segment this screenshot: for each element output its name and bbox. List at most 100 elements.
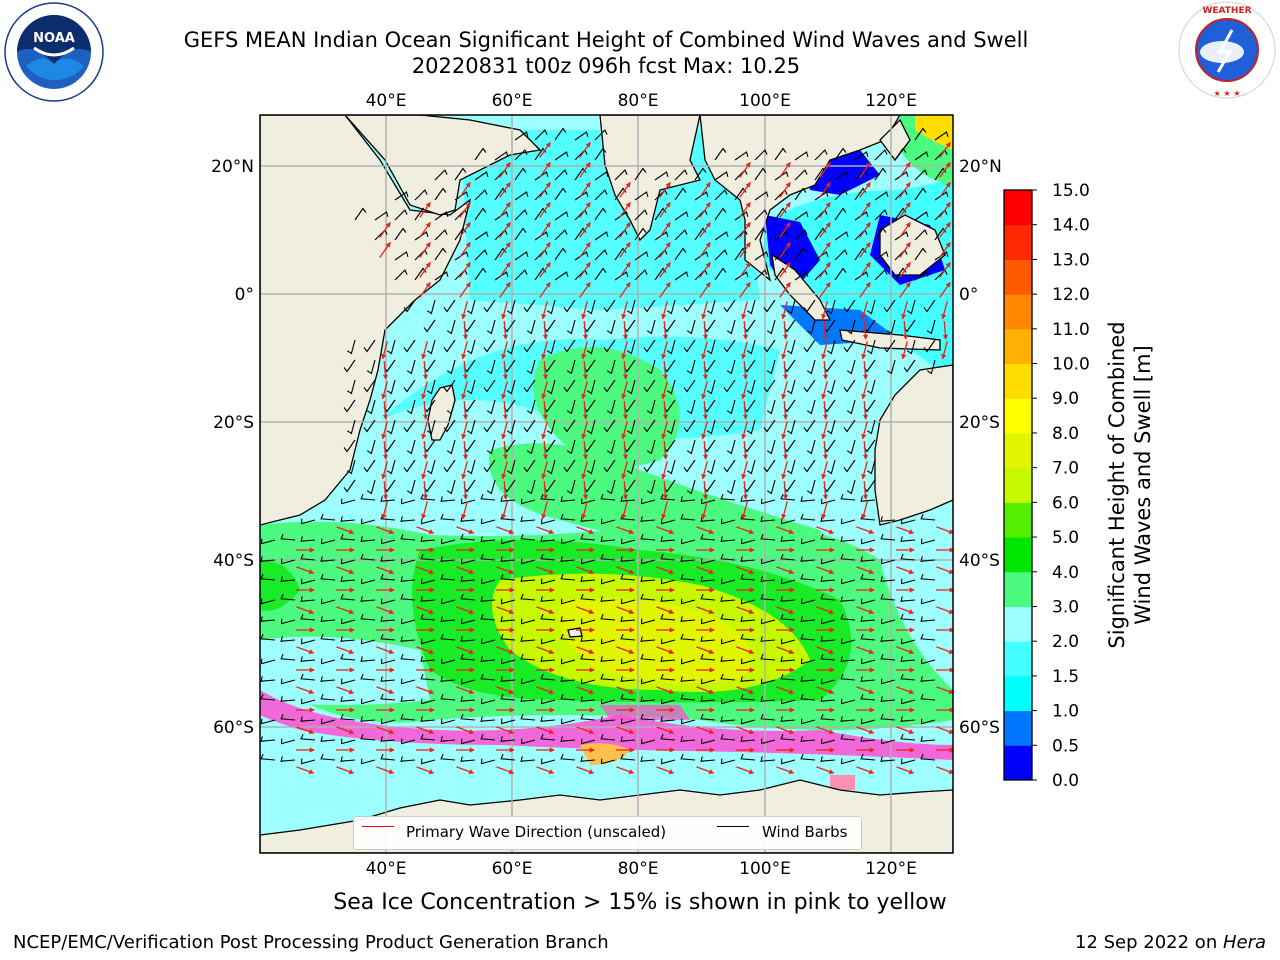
wind-barb — [360, 673, 376, 681]
wind-barb — [646, 319, 656, 335]
wind-barb — [500, 718, 516, 725]
wind-barb — [540, 536, 556, 542]
wind-barb — [846, 359, 856, 375]
wind-barb — [554, 247, 567, 261]
wind-barb — [403, 419, 416, 433]
wind-barb — [680, 753, 696, 761]
wind-barb — [634, 191, 649, 201]
lon-label: 100°E — [739, 859, 791, 879]
wind-barb — [454, 227, 467, 241]
wind-barb — [260, 736, 276, 742]
wave-direction-arrow — [696, 606, 715, 615]
wind-barb — [546, 299, 556, 315]
wind-barb — [803, 339, 816, 353]
footer-date: 12 Sep 2022 on Hera — [1075, 932, 1266, 953]
wave-direction-arrow — [656, 726, 675, 735]
svg-text:★ ★ ★: ★ ★ ★ — [1213, 89, 1240, 98]
wave-direction-arrow — [496, 686, 515, 695]
wind-barb — [346, 339, 356, 355]
wind-barb — [600, 613, 616, 621]
wind-barb — [900, 716, 916, 722]
wind-barb — [760, 696, 776, 702]
wind-barb — [634, 227, 647, 241]
colorbar-swatch — [1004, 224, 1032, 260]
wind-barb — [880, 653, 896, 661]
wind-barb — [854, 187, 867, 201]
wind-barb — [514, 227, 527, 241]
wind-barb — [894, 231, 909, 241]
wave-direction-arrow — [736, 726, 755, 735]
wave-direction-arrow — [496, 606, 515, 615]
wave-direction-arrow — [941, 341, 948, 360]
wind-barb — [723, 459, 736, 473]
wave-direction-arrow — [701, 341, 708, 360]
wind-barb — [843, 379, 856, 393]
wave-direction-arrow — [699, 241, 711, 258]
wind-barb — [534, 231, 549, 241]
wave-direction-legend-label: Primary Wave Direction (unscaled) — [406, 823, 667, 841]
wind-barb — [746, 299, 756, 315]
wind-barb — [734, 151, 749, 161]
wind-barb — [806, 319, 816, 335]
lon-label: 60°E — [492, 91, 533, 111]
wind-barb — [514, 131, 529, 141]
wind-barb — [460, 558, 476, 565]
wind-barb — [840, 656, 856, 662]
wind-barb — [660, 698, 676, 705]
wind-barb — [300, 553, 316, 561]
wind-barb — [834, 267, 847, 281]
wave-direction-arrow — [861, 461, 868, 480]
wind-barb — [680, 616, 696, 622]
colorbar-tick-label: 0.5 — [1052, 736, 1079, 756]
wind-barb — [440, 753, 456, 761]
wind-barb — [534, 147, 547, 161]
wind-barb — [420, 716, 436, 722]
wind-barb — [526, 319, 536, 335]
wave-direction-arrow — [542, 400, 549, 420]
wind-barb — [526, 399, 536, 415]
wind-barb — [800, 556, 816, 562]
wind-barb — [426, 419, 436, 435]
wind-barb — [780, 553, 796, 561]
wave-direction-arrow — [536, 606, 555, 615]
wave-direction-arrow — [419, 241, 431, 258]
wind-barb — [574, 251, 589, 261]
wave-direction-arrow — [659, 261, 671, 278]
wind-barb — [320, 538, 336, 545]
wind-barb — [466, 419, 476, 435]
wind-barb — [820, 498, 836, 505]
wind-barb — [406, 439, 416, 455]
wind-barb — [694, 227, 707, 241]
wave-direction-arrow — [742, 320, 749, 340]
wave-direction-arrow — [661, 301, 668, 320]
wind-barb — [480, 656, 496, 662]
wind-barb — [660, 758, 676, 765]
wave-direction-arrow — [501, 341, 508, 360]
wind-barb — [683, 339, 696, 353]
wave-direction-arrow — [376, 726, 395, 735]
wind-barb — [523, 299, 536, 313]
colorbar-swatch — [1004, 190, 1032, 226]
wind-barb — [860, 616, 876, 622]
wave-direction-arrow — [656, 526, 675, 535]
wind-barb — [514, 209, 528, 221]
wind-barb — [886, 359, 896, 375]
wind-barb — [500, 658, 516, 665]
wind-barb — [740, 693, 756, 701]
wave-direction-arrow — [579, 161, 591, 178]
wind-barb — [914, 211, 929, 221]
wave-direction-arrow — [696, 766, 715, 775]
wind-barb — [554, 187, 567, 201]
wind-barb — [880, 756, 896, 762]
wave-direction-arrow — [662, 480, 669, 500]
wave-direction-arrow — [782, 360, 789, 380]
wave-direction-arrow — [421, 421, 428, 440]
wave-direction-arrow — [462, 400, 469, 420]
wave-direction-arrow — [899, 201, 911, 218]
sea-ice-field — [260, 690, 953, 790]
wind-barb — [843, 419, 856, 433]
wave-direction-arrow — [861, 421, 868, 440]
wind-barb — [774, 147, 787, 161]
wind-barb — [706, 339, 716, 355]
